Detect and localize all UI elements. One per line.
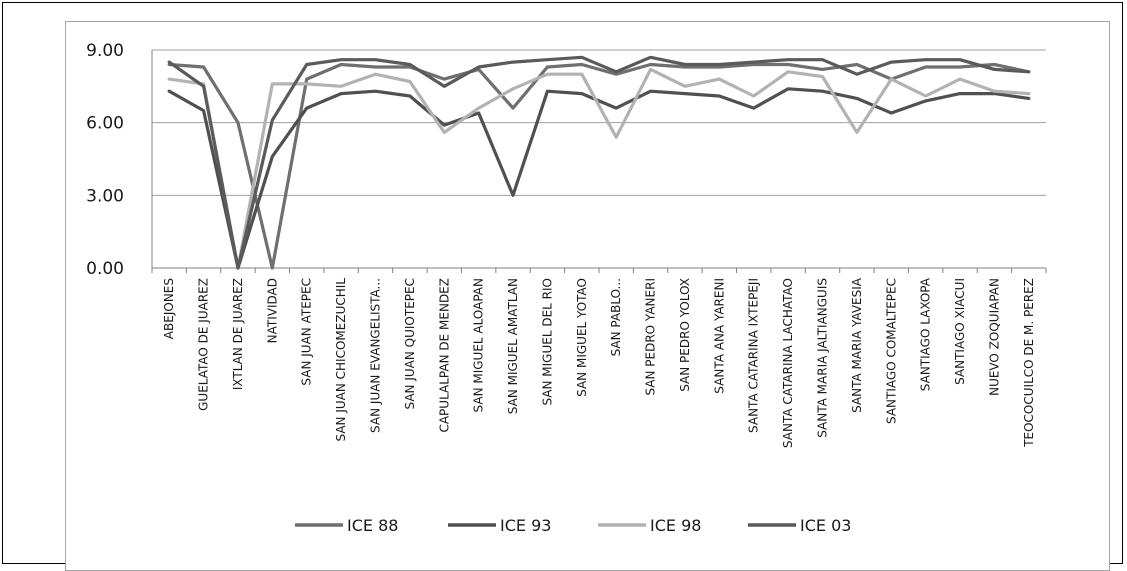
- y-tick-label: 3.00: [86, 186, 124, 206]
- category-label: SAN PEDRO YANERI: [644, 278, 658, 396]
- category-label: SAN JUAN EVANGELISTA...: [369, 278, 383, 433]
- category-label: SAN MIGUEL DEL RIO: [540, 278, 554, 406]
- y-tick-label: 0.00: [86, 259, 124, 279]
- legend-label: ICE 93: [500, 516, 551, 535]
- category-label: GUELATAO DE JUAREZ: [197, 278, 211, 411]
- category-label: SAN PEDRO YOLOX: [678, 278, 692, 392]
- category-label: SANTIAGO XIACUI: [953, 278, 967, 385]
- category-label: SANTIAGO COMALTEPEC: [884, 278, 898, 424]
- series-line-ice-93: [169, 89, 1029, 268]
- category-label: NUEVO ZOQUIAPAN: [987, 278, 1001, 396]
- legend-label: ICE 98: [650, 516, 701, 535]
- category-label: SAN JUAN CHICOMEZUCHIL: [334, 278, 348, 442]
- category-label: SAN JUAN ATEPEC: [300, 278, 314, 386]
- category-label: SAN PABLO...: [609, 278, 623, 356]
- category-label: IXTLAN DE JUAREZ: [231, 278, 245, 390]
- category-label: SAN JUAN QUIOTEPEC: [403, 278, 417, 409]
- category-label: SAN MIGUEL YOTAO: [575, 278, 589, 397]
- category-label: SAN MIGUEL AMATLAN: [506, 278, 520, 414]
- y-tick-label: 9.00: [86, 41, 124, 61]
- category-label: NATIVIDAD: [265, 278, 279, 343]
- category-label: SANTA CATARINA IXTEPEJI: [747, 278, 761, 433]
- category-label: SANTA MARIA YAVESIA: [850, 277, 864, 413]
- category-label: SANTA MARIA JALTIANGUIS: [816, 278, 830, 438]
- category-label: SANTA ANA YARENI: [712, 278, 726, 394]
- legend-label: ICE 88: [347, 516, 398, 535]
- category-label: ABEJONES: [162, 278, 176, 339]
- category-label: SANTA CATARINA LACHATAO: [781, 278, 795, 448]
- category-label: SAN MIGUEL ALOAPAN: [472, 278, 486, 412]
- category-label: SANTIAGO LAXOPA: [919, 277, 933, 391]
- y-tick-label: 6.00: [86, 114, 124, 134]
- category-label: TEOCOCUILCO DE M. PEREZ: [1022, 278, 1036, 448]
- legend-label: ICE 03: [800, 516, 851, 535]
- series-line-ice-03: [169, 57, 1029, 268]
- series-line-ice-88: [169, 65, 1029, 269]
- category-label: CAPULALPAN DE MENDEZ: [437, 278, 451, 433]
